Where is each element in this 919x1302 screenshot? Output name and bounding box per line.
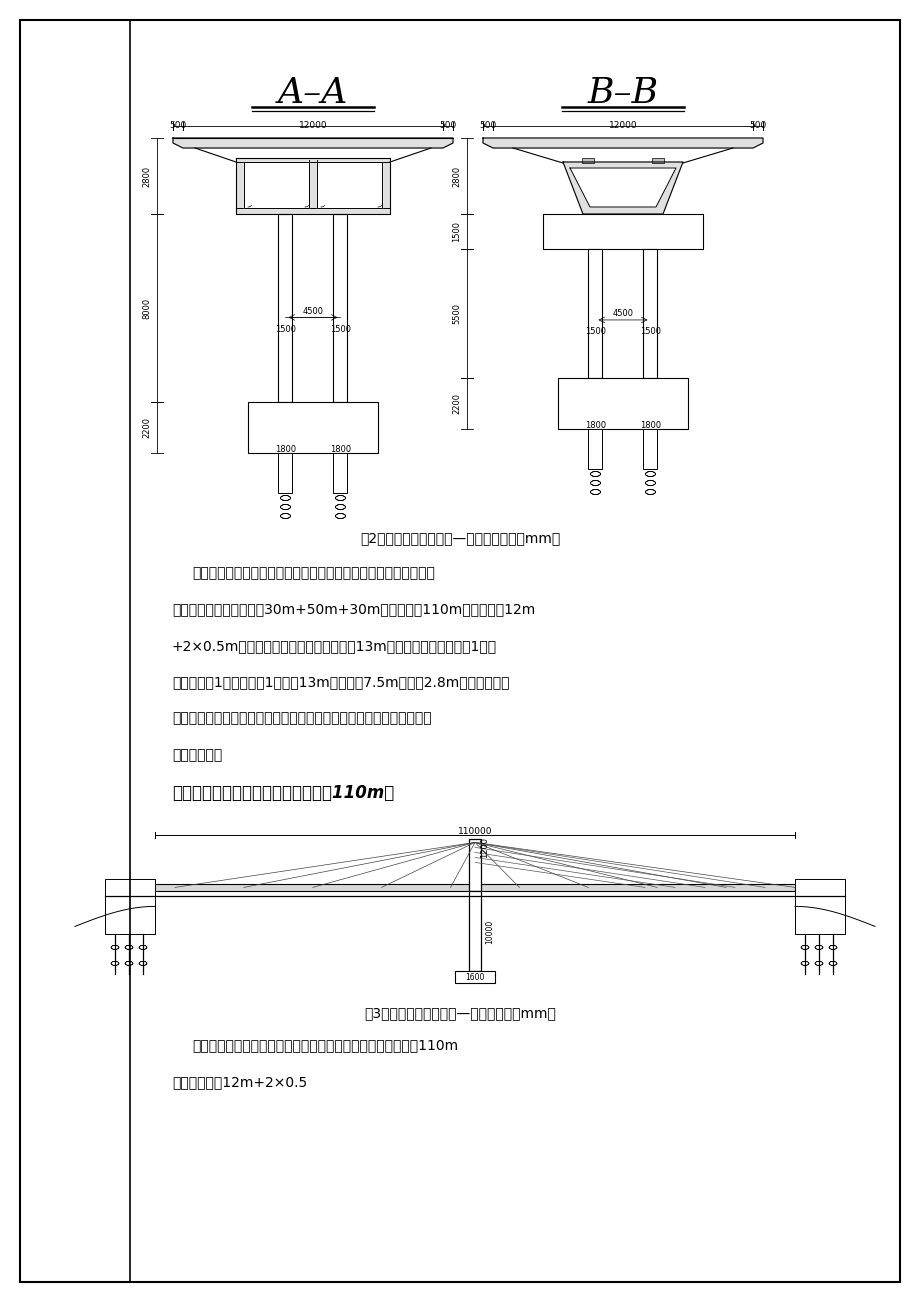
Text: 500: 500	[749, 121, 766, 130]
Bar	[278, 453, 292, 493]
Bar	[542, 214, 702, 249]
Text: B–B: B–B	[587, 76, 658, 109]
Text: 肘板桥台，桥墩采用双柱式柱式桥墩，采用满堂支架现浇法施工。具体: 肘板桥台，桥墩采用双柱式柱式桥墩，采用满堂支架现浇法施工。具体	[172, 712, 431, 725]
Text: 2800: 2800	[452, 165, 461, 186]
Text: 500: 500	[439, 121, 456, 130]
Text: 1500: 1500	[330, 326, 351, 333]
Text: 图3：方案二桥型布置图—立面（单位：mm）: 图3：方案二桥型布置图—立面（单位：mm）	[364, 1006, 555, 1021]
Text: +2×0.5m（防撞护栏，无人行道），总宽13m，横截面布置采用单符1双室: +2×0.5m（防撞护栏，无人行道），总宽13m，横截面布置采用单符1双室	[172, 639, 496, 652]
Text: 1500: 1500	[452, 221, 461, 242]
Text: 桥型方案说明：本桥型方案采用独塔双索面斜拉桥，桥梁全长110m: 桥型方案说明：本桥型方案采用独塔双索面斜拉桥，桥梁全长110m	[192, 1039, 458, 1052]
Bar	[333, 453, 347, 493]
Text: 1500: 1500	[640, 327, 660, 336]
Bar	[588, 249, 602, 378]
Polygon shape	[173, 138, 452, 148]
Polygon shape	[244, 161, 309, 208]
Text: 500: 500	[169, 121, 187, 130]
Bar	[469, 840, 481, 892]
Bar	[381, 160, 390, 214]
Bar	[794, 879, 844, 935]
Bar	[309, 160, 317, 208]
Text: 5500: 5500	[452, 303, 461, 324]
Text: 2800: 2800	[142, 165, 152, 186]
Polygon shape	[482, 138, 762, 148]
Text: 2200: 2200	[452, 393, 461, 414]
Text: 4500: 4500	[302, 307, 323, 316]
Text: 1800: 1800	[275, 445, 296, 454]
Text: 500: 500	[479, 121, 496, 130]
Polygon shape	[317, 161, 381, 208]
Text: 10000: 10000	[485, 919, 494, 944]
Text: 1200: 1200	[480, 837, 489, 858]
Bar	[469, 892, 481, 971]
Text: 1800: 1800	[584, 422, 606, 431]
Text: 图2：方案一桥型布置图—横断面（单位：mm）: 图2：方案一桥型布置图—横断面（单位：mm）	[359, 531, 560, 546]
Bar	[278, 214, 292, 402]
Text: 12000: 12000	[299, 121, 327, 130]
Text: 桥型方案说明：本桥型方案采用一联三跨的等高变截面预应力混凝: 桥型方案说明：本桥型方案采用一联三跨的等高变截面预应力混凝	[192, 566, 435, 579]
Bar	[236, 208, 390, 214]
Text: 1800: 1800	[640, 422, 661, 431]
Bar	[333, 214, 347, 402]
Text: 12000: 12000	[608, 121, 637, 130]
Text: 1800: 1800	[330, 445, 351, 454]
Bar	[642, 249, 657, 378]
Bar	[248, 402, 378, 453]
Bar	[236, 160, 244, 214]
Text: 8000: 8000	[142, 297, 152, 319]
Bar	[105, 879, 154, 935]
Text: 双悬臂的符1形截面，符1梁顶宽13m，底板剹7.5m，梁高2.8m。桥台采用双: 双悬臂的符1形截面，符1梁顶宽13m，底板剹7.5m，梁高2.8m。桥台采用双	[172, 676, 509, 689]
Bar	[236, 158, 390, 161]
Bar	[588, 428, 602, 469]
Text: 1500: 1500	[584, 327, 606, 336]
Bar	[455, 971, 494, 983]
Polygon shape	[562, 161, 682, 214]
Bar	[154, 884, 794, 892]
Text: 1600: 1600	[465, 973, 484, 982]
Text: A–A: A–A	[278, 76, 347, 109]
Text: 2200: 2200	[142, 417, 152, 437]
Bar	[642, 428, 657, 469]
Text: 1500: 1500	[275, 326, 296, 333]
Bar	[652, 158, 664, 163]
Text: 方案二：独塔双索面混凝土斜拉桥（110m）: 方案二：独塔双索面混凝土斜拉桥（110m）	[172, 784, 394, 802]
Text: 4500: 4500	[612, 310, 633, 319]
Bar	[582, 158, 594, 163]
Text: ，桥面净空为12m+2×0.5: ，桥面净空为12m+2×0.5	[172, 1074, 307, 1088]
Text: 土连续结构，桥跨布置为30m+50m+30m，桥梁全长110m，桥面净宽12m: 土连续结构，桥跨布置为30m+50m+30m，桥梁全长110m，桥面净宽12m	[172, 603, 535, 616]
Bar	[558, 378, 687, 428]
Text: 如上图所示。: 如上图所示。	[172, 749, 222, 762]
Text: 110000: 110000	[458, 827, 492, 836]
Polygon shape	[570, 168, 675, 207]
